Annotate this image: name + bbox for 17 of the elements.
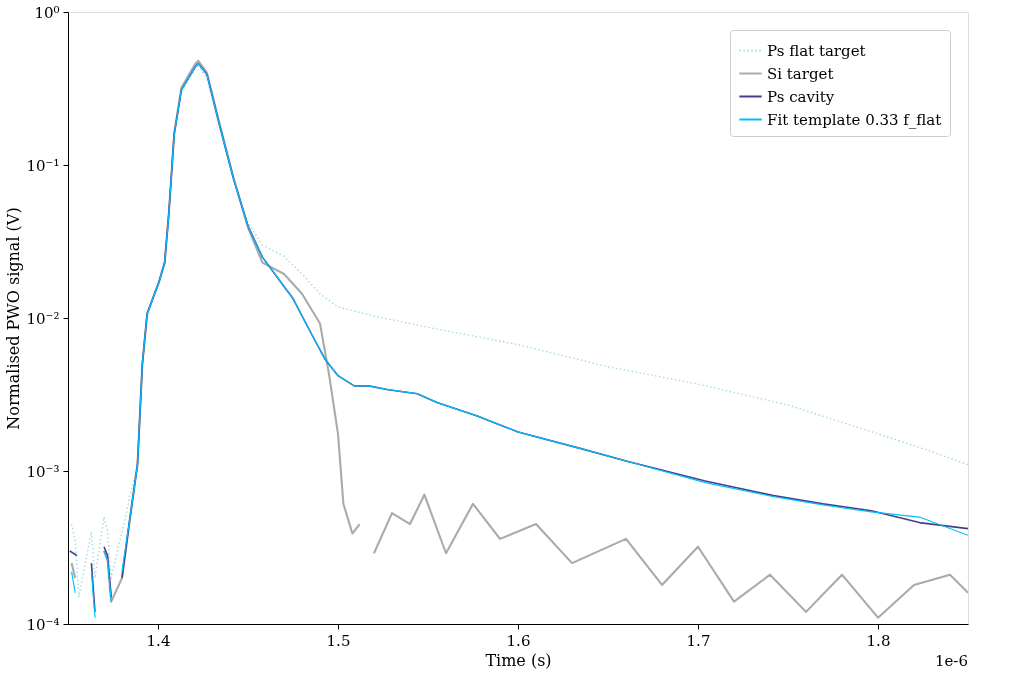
x-tick-label: 1.8: [866, 631, 891, 650]
legend-label: Ps cavity: [767, 87, 835, 106]
legend-label: Fit template 0.33 f_flat: [767, 110, 942, 129]
x-tick-label: 1.6: [506, 631, 531, 650]
y-axis-title: Normalised PWO signal (V): [4, 207, 24, 430]
x-tick-label: 1.7: [686, 631, 711, 650]
y-tick-label: 10⁰: [34, 3, 60, 22]
y-tick-label: 10⁻¹: [26, 156, 60, 175]
text: 1e-6: [934, 652, 968, 670]
x-tick-label: 1.4: [146, 631, 171, 650]
legend-label: Ps flat target: [767, 41, 866, 60]
y-tick-label: 10⁻⁴: [26, 615, 60, 634]
x-axis-title: Time (s): [485, 650, 552, 670]
y-tick-label: 10⁻³: [26, 462, 60, 481]
legend-label: Si target: [767, 64, 834, 83]
y-tick-label: 10⁻²: [26, 309, 60, 328]
x-tick-label: 1.5: [326, 631, 351, 650]
